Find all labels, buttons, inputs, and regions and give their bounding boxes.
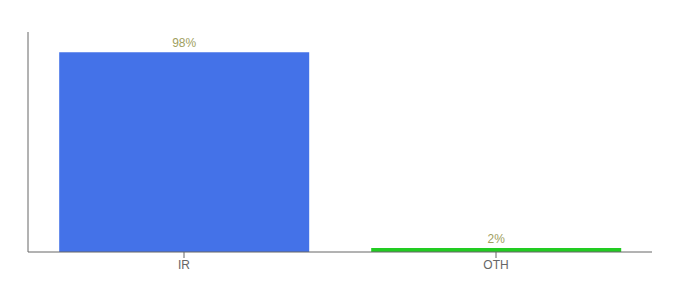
- svg-text:IR: IR: [178, 258, 190, 272]
- svg-text:2%: 2%: [488, 232, 506, 246]
- svg-text:98%: 98%: [172, 36, 196, 50]
- svg-text:OTH: OTH: [483, 258, 508, 272]
